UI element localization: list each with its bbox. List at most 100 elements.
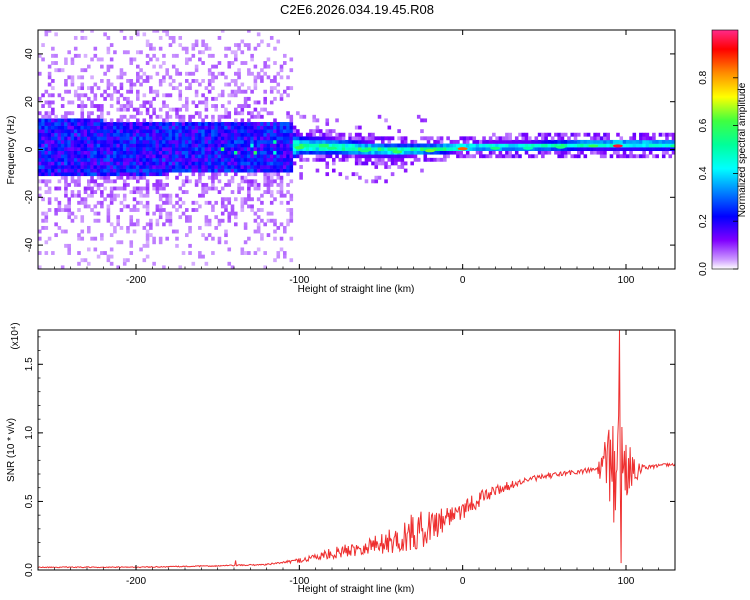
spectrogram-cell — [96, 154, 101, 159]
spectrogram-cell — [162, 161, 166, 166]
spectrogram-cell — [665, 132, 669, 137]
spectrogram-cell — [273, 222, 277, 227]
spectrogram-cell — [289, 147, 294, 151]
spectrogram-cell — [109, 261, 114, 266]
spectrogram-cell — [38, 154, 42, 159]
spectrogram-cell — [87, 161, 91, 166]
spectrogram-cell — [54, 150, 58, 155]
spectrogram-cell — [227, 93, 232, 98]
spectrogram-cell — [243, 89, 248, 94]
spectrogram-cell — [129, 143, 134, 148]
spectrogram-cell — [299, 114, 303, 119]
spectrogram-cell — [113, 197, 117, 202]
spectrogram-cell — [240, 147, 245, 151]
spectrogram-cell — [165, 197, 169, 202]
spectrogram-cell — [361, 143, 365, 148]
spectrogram-cell — [47, 30, 52, 33]
spectrogram-cell — [227, 61, 232, 65]
x-tick-label: -200 — [126, 275, 146, 286]
spectrogram-cell — [256, 208, 261, 212]
spectrogram-cell — [289, 236, 294, 241]
spectrogram-cell — [67, 139, 71, 144]
spectrogram-cell — [64, 175, 68, 180]
spectrogram-cell — [90, 57, 94, 62]
spectrogram-cell — [266, 157, 271, 162]
spectrogram-cell — [47, 129, 52, 134]
spectrogram-cell — [273, 61, 277, 65]
spectrogram-cell — [201, 186, 205, 191]
spectrogram-cell — [305, 132, 310, 137]
spectrogram-cell — [103, 71, 107, 76]
spectrogram-cell — [289, 143, 294, 148]
spectrogram-cell — [266, 43, 271, 48]
spectrogram-cell — [38, 265, 42, 269]
spectrogram-cell — [57, 147, 62, 151]
spectrogram-cell — [263, 222, 267, 227]
spectrogram-cell — [119, 30, 124, 33]
spectrogram-cell — [64, 79, 68, 83]
spectrogram-cell — [145, 240, 150, 245]
spectrogram-cell — [253, 165, 258, 169]
spectrogram-cell — [132, 82, 137, 87]
spectrogram-cell — [188, 157, 192, 162]
spectrogram-cell — [338, 157, 343, 162]
spectrogram-cell — [296, 136, 300, 141]
spectrogram-cell — [482, 154, 486, 159]
spectrogram-cell — [139, 150, 143, 155]
spectrogram-cell — [188, 143, 192, 148]
spectrogram-cell — [149, 172, 153, 177]
spectrogram-cell — [129, 61, 134, 65]
spectrogram-cell — [152, 157, 156, 162]
spectrogram-cell — [109, 82, 114, 87]
spectrogram-cell — [256, 168, 261, 173]
spectrogram-cell — [139, 168, 143, 173]
spectrogram-cell — [204, 136, 209, 141]
spectrogram-cell — [358, 175, 362, 180]
spectrogram-cell — [109, 93, 114, 98]
spectrogram-cell — [204, 200, 209, 205]
spectrogram-cell — [292, 132, 297, 137]
spectrogram-cell — [495, 154, 499, 159]
spectrogram-cell — [185, 139, 189, 144]
spectrogram-cell — [283, 168, 287, 173]
spectrogram-cell — [41, 104, 45, 108]
spectrogram-cell — [234, 154, 238, 159]
spectrogram-cell — [119, 136, 124, 141]
spectrogram-cell — [648, 136, 653, 141]
spectrogram-cell — [109, 165, 114, 169]
spectrogram-cell — [57, 122, 62, 126]
spectrogram-cell — [185, 61, 189, 65]
spectrogram-cell — [531, 154, 535, 159]
spectrogram-cell — [227, 150, 232, 155]
spectrogram-cell — [60, 114, 65, 119]
spectrogram-cell — [260, 132, 264, 137]
spectrogram-cell — [371, 161, 375, 166]
spectrogram-cell — [292, 125, 297, 130]
spectrogram-cell — [158, 150, 163, 155]
spectrogram-cell — [629, 136, 633, 141]
spectrogram-cell — [122, 35, 127, 40]
spectrogram-cell — [276, 89, 281, 94]
spectrogram-cell — [220, 154, 225, 159]
spectrogram-cell — [283, 154, 287, 159]
spectrogram-cell — [90, 157, 94, 162]
spectrogram-cell — [250, 154, 254, 159]
spectrogram-cell — [77, 96, 81, 101]
spectrogram-cell — [247, 186, 251, 191]
spectrogram-cell — [364, 161, 369, 166]
spectrogram-cell — [263, 182, 267, 187]
spectrogram-cell — [90, 179, 94, 184]
spectrogram-cell — [626, 154, 630, 159]
spectrogram-cell — [73, 182, 78, 187]
spectrogram-cell — [230, 175, 235, 180]
spectrogram-cell — [247, 71, 251, 76]
spectrogram-cell — [201, 122, 205, 126]
spectrogram-cell — [211, 157, 215, 162]
colorbar-gradient — [711, 29, 739, 270]
spectrogram-cell — [299, 143, 303, 148]
spectrogram-cell — [400, 139, 405, 144]
spectrogram-cell — [583, 154, 588, 159]
spectrogram-cell — [426, 136, 431, 141]
spectrogram-cell — [211, 64, 215, 69]
